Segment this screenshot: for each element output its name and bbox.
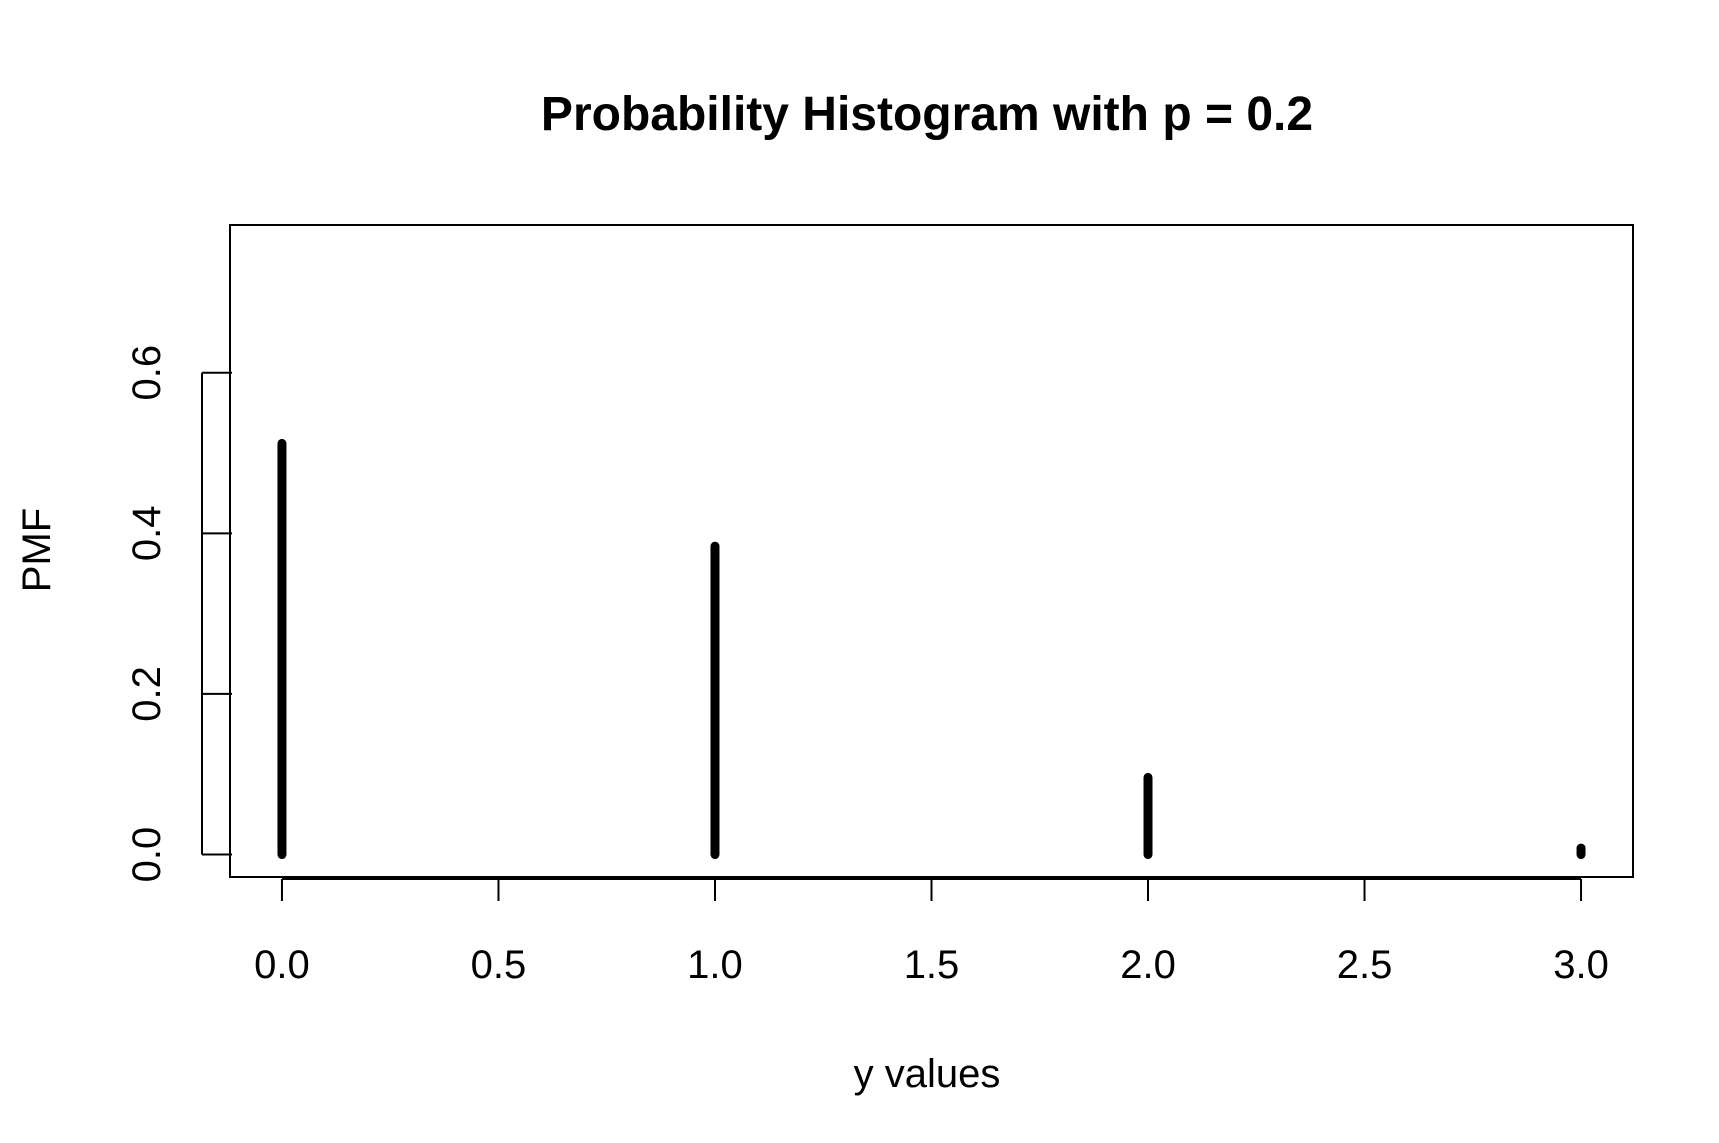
pmf-bars [277,438,1586,860]
y-axis-label: PMF [15,508,59,592]
plot-frame [229,224,1634,878]
chart-title: Probability Histogram with p = 0.2 [541,88,1313,141]
x-tick-label: 2.5 [1337,943,1393,987]
x-tick-label: 0.0 [254,943,310,987]
y-tick-label: 0.6 [125,345,169,401]
y-axis: 0.0 0.2 0.4 0.6 [125,345,232,882]
y-tick-label: 0.2 [125,666,169,722]
x-axis-label: y values [854,1052,1001,1096]
y-tick-label: 0.0 [125,827,169,883]
y-tick-label: 0.4 [125,506,169,562]
x-tick-label: 2.0 [1120,943,1176,987]
x-tick-label: 1.5 [904,943,960,987]
x-tick-label: 3.0 [1553,943,1609,987]
x-tick-label: 1.0 [687,943,743,987]
x-tick-label: 0.5 [471,943,527,987]
x-axis: 0.0 0.5 1.0 1.5 2.0 2.5 3.0 [254,878,1609,987]
